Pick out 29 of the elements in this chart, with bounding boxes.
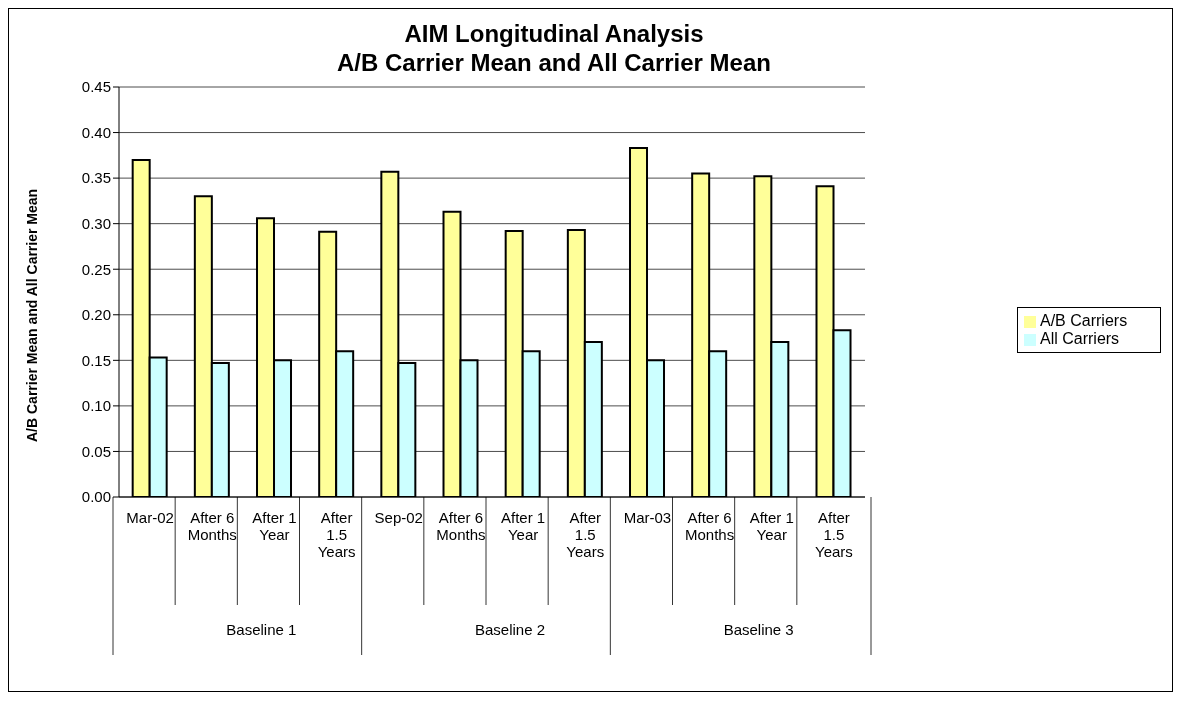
x-tick-label: After 6 Months [187,509,237,543]
x-tick-label: Mar-03 [623,509,672,526]
y-tick-label: 0.35 [81,169,111,187]
x-tick-label: After 1 Year [252,509,297,543]
y-tick-label: 0.25 [81,260,111,278]
y-tick-label: 0.15 [81,351,111,369]
x-tick-label: Mar-02 [126,509,174,526]
x-tick-label: Sep-02 [374,509,423,526]
x-tick-label: After 1.5 Years [566,509,605,560]
y-axis-title: A/B Carrier Mean and All Carrier Mean [23,188,40,442]
x-tick-label: After 6 Months [684,509,735,543]
y-tick-label: 0.20 [81,306,111,324]
legend-label: A/B Carriers [1040,312,1128,329]
legend-label: All Carriers [1040,330,1120,347]
x-tick-label: After 6 Months [436,509,486,543]
chart-title: AIM Longitudinal Analysis A/B Carrier Mean and All Carrier Mean [336,19,772,77]
x-tick-label: After 1 Year [749,509,794,543]
x-tick-label: After 1.5 Years [815,509,853,560]
y-tick-label: 0.45 [81,78,111,96]
y-tick-label: 0.40 [81,123,111,141]
y-tick-label: 0.10 [81,397,111,415]
x-tick-label: After 1 Year [500,509,546,543]
text: Baseline 3 [723,621,794,638]
x-tick-label: After 1.5 Years [317,509,356,560]
text: Baseline 2 [474,621,546,638]
y-tick-label: 0.30 [81,214,111,232]
y-tick-label: 0.05 [81,442,111,460]
text: Baseline 1 [226,621,297,638]
y-tick-label: 0.00 [81,488,111,506]
